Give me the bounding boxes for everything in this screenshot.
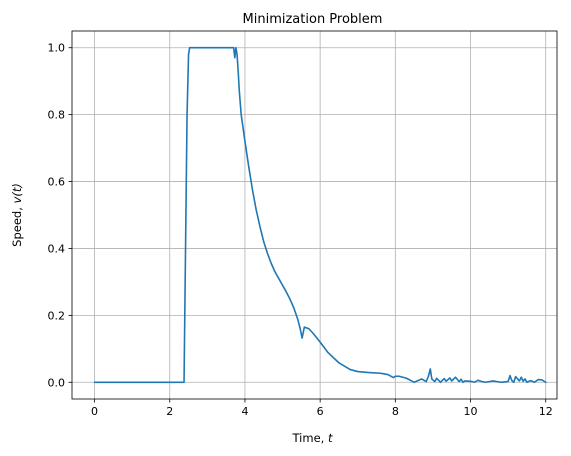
gridlines [72, 31, 557, 399]
y-tick-label: 0.6 [48, 176, 66, 189]
y-tick-label: 0.2 [48, 309, 66, 322]
x-tick-labels: 0 2 4 6 8 10 12 [91, 405, 553, 418]
y-tick-label: 1.0 [48, 42, 66, 55]
y-tick-labels: 0.0 0.2 0.4 0.6 0.8 1.0 [48, 42, 66, 390]
y-tick-label: 0.8 [48, 109, 66, 122]
x-tick-label: 10 [464, 405, 478, 418]
tick-marks [68, 47, 547, 403]
y-tick-label: 0.4 [48, 242, 66, 255]
x-tick-label: 12 [539, 405, 553, 418]
plot-frame [71, 30, 558, 400]
x-tick-label: 4 [241, 405, 248, 418]
y-tick-label: 0.0 [48, 376, 66, 389]
x-tick-label: 2 [166, 405, 173, 418]
x-axis-label-text: Time, [292, 431, 328, 445]
x-tick-label: 8 [392, 405, 399, 418]
series-line-0 [93, 46, 547, 384]
y-axis-label-variable: v(t) [10, 183, 24, 203]
series-layer [93, 46, 547, 384]
x-tick-label: 6 [317, 405, 324, 418]
y-axis-label: Speed, v(t) [10, 183, 24, 247]
x-tick-label: 0 [91, 405, 98, 418]
x-axis-label: Time, t [292, 431, 333, 445]
x-axis-label-variable: t [328, 431, 333, 445]
chart-title: Minimization Problem [243, 12, 383, 27]
y-axis-label-text: Speed, [10, 203, 24, 246]
